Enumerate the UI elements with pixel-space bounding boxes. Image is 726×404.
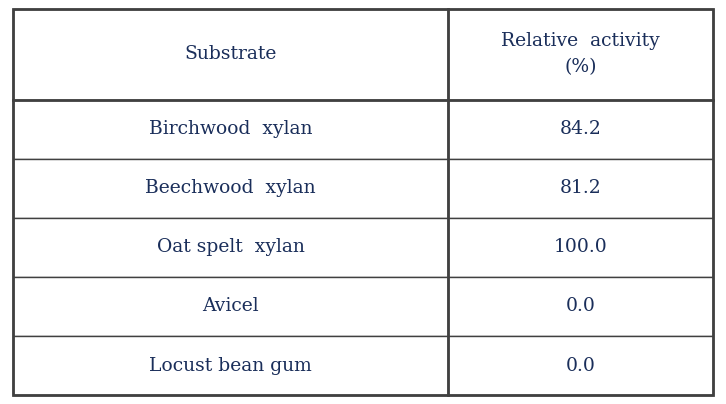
Bar [449,9,713,100]
Text: Locust bean gum: Locust bean gum [150,357,312,375]
Text: 81.2: 81.2 [560,179,602,197]
Bar [13,277,449,336]
Text: Oat spelt  xylan: Oat spelt xylan [157,238,305,257]
Bar [449,336,713,395]
Bar [449,100,713,159]
Bar [13,9,449,100]
Text: Relative  activity
(%): Relative activity (%) [501,32,660,76]
Text: Substrate: Substrate [184,45,277,63]
Text: 84.2: 84.2 [560,120,602,138]
Text: Avicel: Avicel [203,297,259,316]
Text: Beechwood  xylan: Beechwood xylan [145,179,316,197]
Bar [449,277,713,336]
Text: 100.0: 100.0 [554,238,608,257]
Bar [449,159,713,218]
Bar [13,218,449,277]
Text: Birchwood  xylan: Birchwood xylan [149,120,312,138]
Text: 0.0: 0.0 [566,297,595,316]
Bar [13,159,449,218]
Text: 0.0: 0.0 [566,357,595,375]
Bar [13,100,449,159]
Bar [13,336,449,395]
Bar [449,218,713,277]
